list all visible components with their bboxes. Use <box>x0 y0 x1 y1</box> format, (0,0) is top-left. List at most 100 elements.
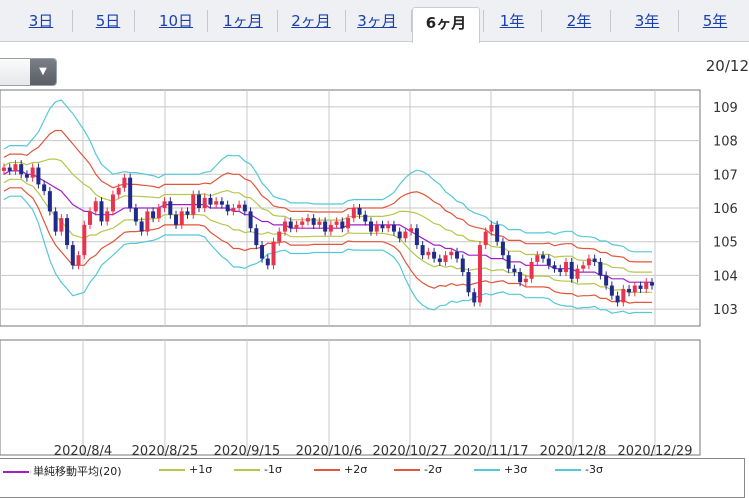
band-minus-1-sigma <box>3 178 652 294</box>
candle-body <box>414 228 419 246</box>
candle-body <box>569 261 574 279</box>
chevron-down-icon[interactable]: ▼ <box>30 59 56 85</box>
candle-body <box>409 228 414 232</box>
legend-swatch <box>159 469 185 471</box>
candle-body <box>93 201 98 212</box>
candle-body <box>185 211 190 215</box>
candle-body <box>288 221 293 229</box>
candle-body <box>650 282 654 286</box>
candle-body <box>168 201 173 215</box>
legend-label: +3σ <box>504 463 528 476</box>
candle-body <box>563 261 568 273</box>
tab-separator <box>345 10 346 32</box>
candle-body <box>621 288 626 303</box>
tab-9[interactable]: 3年 <box>634 12 660 30</box>
legend-swatch <box>474 469 500 471</box>
candle-body <box>340 221 345 229</box>
tab-7[interactable]: 1年 <box>499 12 525 30</box>
legend-swatch <box>555 469 581 471</box>
candle-body <box>36 167 41 185</box>
tab-6[interactable]: 6ヶ月 <box>412 7 480 43</box>
tab-8[interactable]: 2年 <box>566 12 592 30</box>
tab-4[interactable]: 2ヶ月 <box>291 12 331 30</box>
candle-body <box>351 208 356 219</box>
period-tab-bar: 3日 5日 10日 1ヶ月 2ヶ月 3ヶ月 6ヶ月 1年 2年 3年 5年 <box>0 0 749 43</box>
candle-body <box>24 174 29 178</box>
tab-separator <box>678 10 679 32</box>
sma-20-line <box>3 170 652 283</box>
candle-body <box>59 218 64 232</box>
candle-body <box>110 194 115 212</box>
candle-body <box>363 214 368 222</box>
y-tick-label: 106 <box>713 202 738 217</box>
candle-body <box>19 164 24 175</box>
candle-body <box>53 211 58 232</box>
candle-body <box>638 285 643 289</box>
candle-body <box>644 282 649 289</box>
band-plus-2-sigma <box>3 129 652 263</box>
legend-item: +1σ <box>159 463 212 476</box>
tab-2[interactable]: 10日 <box>158 12 194 30</box>
candle-body <box>202 197 207 208</box>
candle-body <box>47 191 52 212</box>
candle-body <box>374 224 379 232</box>
tab-5[interactable]: 3ヶ月 <box>357 12 397 30</box>
candle-body <box>116 187 121 195</box>
legend-label: -1σ <box>264 463 282 476</box>
candle-body <box>13 164 18 171</box>
legend-item: -2σ <box>394 463 442 476</box>
candle-body <box>391 224 396 232</box>
legend-swatch <box>3 471 29 473</box>
tab-separator <box>72 10 73 32</box>
tab-3[interactable]: 1ヶ月 <box>223 12 263 30</box>
tab-separator <box>541 10 542 32</box>
candle-body <box>282 221 287 232</box>
candle-body <box>437 258 442 262</box>
candle-body <box>512 268 517 273</box>
candle-body <box>535 255 540 262</box>
x-tick-label: 2020/12/29 <box>618 444 693 459</box>
candle-body <box>529 261 534 279</box>
legend-label: 単純移動平均(20) <box>33 465 122 478</box>
candle-body <box>604 275 609 286</box>
tab-0[interactable]: 3日 <box>28 12 54 30</box>
sub-plot-frame <box>0 339 701 456</box>
candle-body <box>76 255 81 266</box>
candle-body <box>254 228 259 246</box>
tab-separator <box>610 10 611 32</box>
y-tick-label: 109 <box>713 101 738 116</box>
band-minus-3-sigma <box>3 195 652 315</box>
candle-body <box>271 241 276 266</box>
candle-body <box>369 221 374 232</box>
band-plus-3-sigma <box>3 99 652 253</box>
legend-swatch <box>314 469 340 471</box>
y-tick-label: 108 <box>713 135 738 150</box>
corner-date-label: 20/12 <box>705 57 749 75</box>
candle-body <box>357 208 362 215</box>
x-tick-label: 2020/12/8 <box>540 444 607 459</box>
tab-separator <box>207 10 208 32</box>
tab-1[interactable]: 5日 <box>95 12 121 30</box>
candle-body <box>632 285 637 293</box>
candle-body <box>592 258 597 262</box>
candle-body <box>627 288 632 293</box>
indicator-dropdown[interactable]: ▼ <box>0 58 57 86</box>
candle-body <box>552 265 557 269</box>
candle-body <box>483 231 488 246</box>
tab-10[interactable]: 5年 <box>702 12 728 30</box>
candle-body <box>219 201 224 205</box>
candle-body <box>145 211 150 232</box>
candle-body <box>328 224 333 232</box>
chart-legend: 単純移動平均(20) +1σ -1σ +2σ -2σ +3σ -3σ <box>0 458 745 498</box>
x-tick-label: 2020/8/4 <box>54 444 112 459</box>
candle-body <box>128 177 133 208</box>
legend-item: -1σ <box>234 463 282 476</box>
legend-item: +3σ <box>474 463 527 476</box>
candle-body <box>500 241 505 256</box>
candle-body <box>82 224 87 256</box>
tab-separator <box>411 10 412 32</box>
candle-body <box>443 255 448 262</box>
candle-body <box>380 224 385 229</box>
candle-body <box>70 245 75 266</box>
candle-body <box>460 258 465 273</box>
